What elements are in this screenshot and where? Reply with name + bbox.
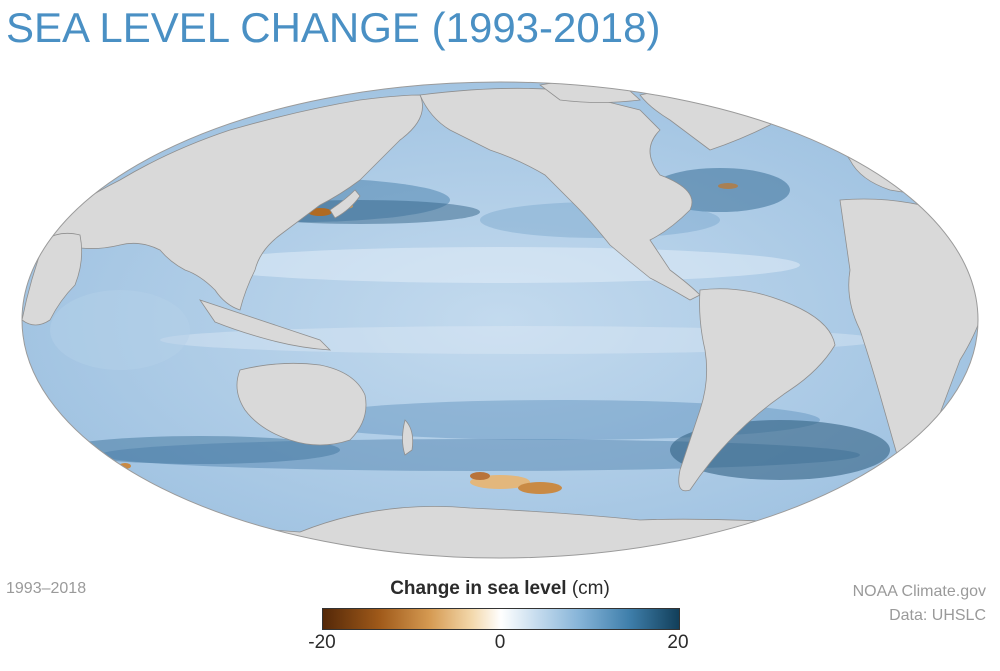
- legend-colorbar: [322, 608, 680, 630]
- source-line-2: Data: UHSLC: [889, 607, 986, 624]
- south-america: [678, 288, 836, 492]
- legend-title: Change in sea level (cm): [322, 578, 678, 600]
- asia: [39, 94, 423, 311]
- legend-title-unit: (cm): [571, 578, 610, 599]
- legend-mid-label: 0: [494, 632, 506, 653]
- north-america: [419, 87, 701, 301]
- southeast-asia: [199, 299, 332, 351]
- page-title: SEA LEVEL CHANGE (1993-2018): [6, 4, 661, 51]
- globe-outline: [21, 81, 979, 559]
- source-line-1: NOAA Climate.gov: [852, 583, 986, 600]
- source-label: NOAA Climate.gov Data: UHSLC: [853, 580, 986, 628]
- legend-max-label: 20: [667, 632, 689, 653]
- legend-min-label: -20: [308, 632, 336, 653]
- japan: [329, 189, 361, 219]
- legend-title-bold: Change in sea level: [390, 578, 567, 599]
- australia: [236, 362, 367, 446]
- new-zealand: [402, 419, 414, 456]
- period-label: 1993–2018: [6, 580, 87, 597]
